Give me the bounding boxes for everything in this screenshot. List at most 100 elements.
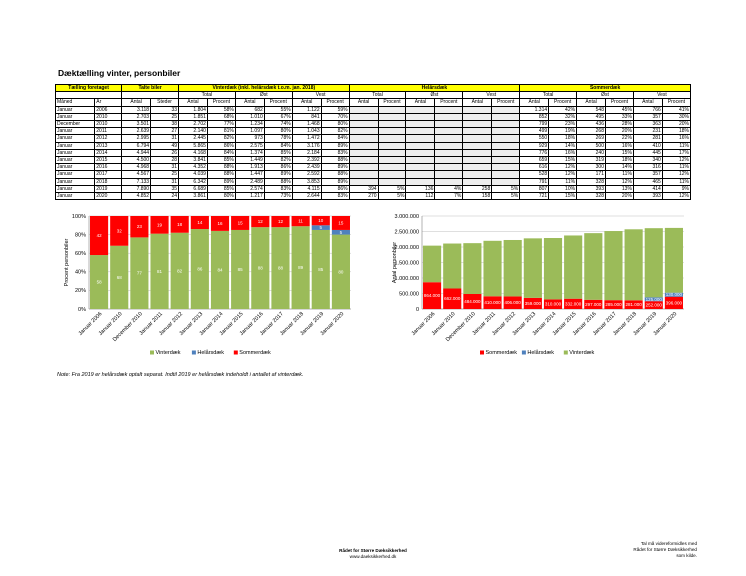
header-antal: Antal [405, 98, 436, 107]
bar-segment [90, 255, 109, 309]
table-cell: 4.115 [291, 184, 322, 194]
bar-segment [463, 293, 482, 309]
table-cell: 414 [632, 184, 663, 194]
y-tick-label: 0% [78, 307, 86, 313]
table-cell: 3.841 [178, 156, 208, 165]
table-cell: 1.097 [234, 127, 265, 136]
table-cell: 82% [263, 156, 293, 165]
table-cell: 58% [206, 105, 236, 114]
table-cell: 84% [206, 148, 236, 158]
table-cell: 86% [263, 163, 293, 172]
bar-segment [523, 297, 542, 309]
table-cell: 4.852 [121, 192, 152, 201]
table-cell: 15% [548, 192, 578, 201]
y-tick-label: 40% [75, 270, 86, 276]
table-cell: 3.176 [291, 141, 322, 150]
table-cell: 1.314 [519, 105, 550, 114]
table-cell: 3.501 [121, 120, 152, 129]
header-vest: Vest [462, 91, 521, 100]
table-cell: 89% [320, 177, 350, 186]
table-row: December 2010 3.501 38 2.702 77% 1.234 74% 1.468… [54, 120, 692, 129]
data-label: 68 [117, 275, 123, 280]
table-cell: 84% [263, 141, 293, 150]
table-cell: 68% [206, 112, 236, 122]
bar-segment [584, 233, 603, 300]
table-cell: 18% [661, 127, 692, 136]
table-cell: 89% [206, 177, 236, 186]
table-cell: 1.010 [234, 112, 265, 122]
y-tick-label: 1.500.000 [395, 260, 419, 266]
table-cell: 240 [576, 148, 606, 158]
data-label: 130.000 [666, 292, 683, 297]
table-cell: 6.689 [178, 184, 208, 194]
data-label: 23 [137, 224, 143, 229]
bar-segment [231, 216, 250, 230]
table-cell: 31 [150, 177, 179, 186]
table-cell: 2018 [94, 177, 123, 186]
data-label: 410.000 [484, 300, 501, 305]
table-cell: 38 [150, 120, 179, 129]
data-label: 10 [318, 218, 324, 223]
bar-segment [110, 245, 129, 309]
table-cell: 11% [661, 163, 692, 172]
legend-label: Vinterdæk [156, 350, 181, 356]
table-cell: 6.342 [178, 177, 208, 186]
header-antal: Antal [291, 98, 322, 107]
table-cell: 25 [150, 170, 179, 179]
table-cell: 852 [519, 112, 550, 122]
table-cell: 328 [576, 177, 606, 186]
bar-segment [210, 216, 230, 231]
table-cell: 528 [519, 170, 550, 179]
table-cell: 22% [605, 134, 634, 143]
bar-segment [251, 216, 270, 228]
bar-segment [170, 216, 189, 233]
table-cell: 83% [320, 192, 350, 201]
table-row: Januar 2012 2.995 31 2.445 82% 973 78% 1.472 84% 5… [54, 134, 692, 143]
table-cell: 11% [661, 141, 692, 150]
data-label: 285.000 [605, 302, 622, 307]
footer-org: Rådet for Større Dæksikkerhed [339, 548, 407, 553]
header-antal: Antal [178, 98, 208, 107]
table-cell [377, 120, 407, 129]
table-cell: 2.592 [291, 170, 322, 179]
data-label: 77 [137, 271, 143, 276]
table-cell: 269 [576, 134, 606, 143]
table-cell: 77% [206, 120, 236, 129]
data-label: 297.000 [585, 302, 602, 307]
table-cell [462, 170, 493, 179]
header-antal: Antal [121, 98, 152, 107]
table-cell: 500 [576, 141, 606, 150]
table-cell: 12% [661, 156, 692, 165]
table-cell [434, 120, 464, 129]
table-cell: 10% [548, 184, 578, 194]
table-cell: 550 [519, 134, 550, 143]
header-antal: Antal [519, 98, 550, 107]
table-cell: 2.644 [291, 192, 322, 201]
table-cell: 1.472 [291, 134, 322, 143]
header-procent: Procent [605, 98, 634, 107]
data-label: 88 [258, 266, 264, 271]
bar-segment [664, 227, 683, 293]
table-cell [491, 148, 521, 158]
table-cell: 89% [263, 170, 293, 179]
table-cell: 2015 [94, 156, 123, 165]
table-cell: 281 [632, 134, 663, 143]
table-cell: 1.447 [234, 170, 265, 179]
table-cell: 20% [605, 192, 634, 201]
table-cell [405, 120, 436, 129]
table-cell: 20% [661, 120, 692, 129]
header-antal: Antal [632, 98, 663, 107]
y-tick-label: 20% [75, 288, 86, 294]
footnote: Note: Fra 2019 er helårsdæk optalt separ… [57, 372, 304, 378]
table-cell: 445 [632, 148, 663, 158]
bar-segment [624, 300, 643, 309]
table-cell: 316 [632, 163, 663, 172]
table-cell: 73% [263, 192, 293, 201]
page-title: Dæktælling vinter, personbiler [58, 68, 181, 78]
table-cell: 31 [150, 163, 179, 172]
y-tick-label: 0 [416, 307, 419, 313]
table-cell: 89% [320, 141, 350, 150]
bar-segment [311, 229, 330, 309]
table-cell: Januar [54, 177, 96, 186]
table-cell: 1.468 [291, 120, 322, 129]
